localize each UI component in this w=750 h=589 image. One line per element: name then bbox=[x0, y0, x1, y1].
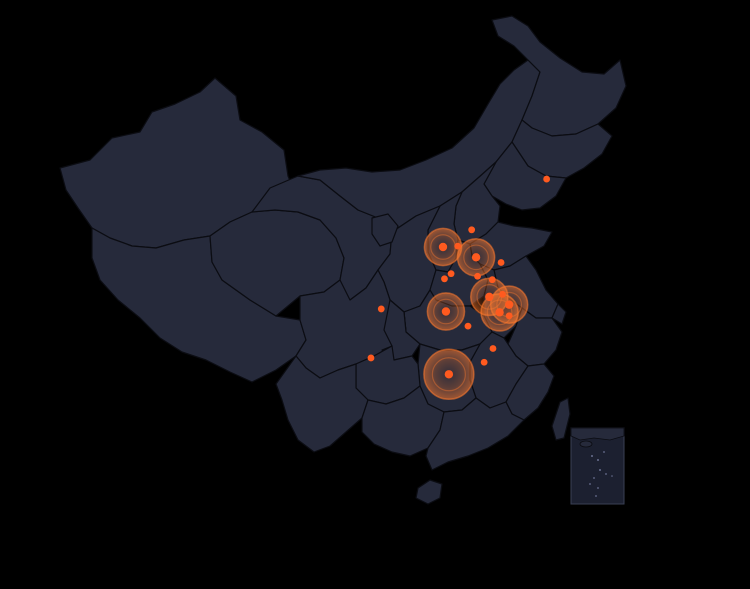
city-point[interactable] bbox=[497, 259, 505, 266]
city-point[interactable] bbox=[489, 345, 497, 352]
province-yunnan[interactable] bbox=[275, 355, 369, 453]
province-shanghai[interactable] bbox=[551, 303, 567, 325]
city-point[interactable] bbox=[485, 292, 494, 302]
city-point[interactable] bbox=[454, 242, 462, 250]
point-layer bbox=[367, 175, 551, 379]
city-point[interactable] bbox=[488, 276, 496, 284]
city-point[interactable] bbox=[543, 175, 551, 183]
ripple-ring bbox=[433, 298, 459, 325]
city-point[interactable] bbox=[499, 290, 506, 298]
city-point[interactable] bbox=[441, 275, 448, 283]
city-point[interactable] bbox=[377, 305, 385, 313]
city-point[interactable] bbox=[441, 307, 451, 316]
ripple-ring bbox=[423, 348, 475, 401]
city-point[interactable] bbox=[468, 226, 476, 234]
city-point[interactable] bbox=[474, 272, 481, 280]
province-hainan[interactable] bbox=[415, 479, 443, 505]
city-point[interactable] bbox=[367, 354, 375, 362]
ripple-ring bbox=[431, 357, 466, 392]
city-point[interactable] bbox=[480, 358, 488, 366]
ripple-ring bbox=[486, 299, 513, 326]
province-ningxia[interactable] bbox=[371, 213, 399, 247]
city-point[interactable] bbox=[495, 308, 504, 317]
city-point[interactable] bbox=[444, 370, 454, 379]
city-point[interactable] bbox=[505, 312, 513, 320]
province-guangdong[interactable] bbox=[425, 397, 525, 471]
city-point[interactable] bbox=[438, 242, 448, 252]
province-layer bbox=[59, 15, 627, 505]
city-point[interactable] bbox=[464, 322, 472, 330]
ripple-ring bbox=[463, 244, 489, 271]
city-point[interactable] bbox=[504, 300, 514, 309]
city-point[interactable] bbox=[447, 270, 455, 278]
city-point[interactable] bbox=[471, 253, 481, 262]
ripple-ring bbox=[426, 292, 466, 331]
south-china-sea-inset bbox=[570, 427, 625, 505]
province-taiwan[interactable] bbox=[551, 397, 571, 441]
